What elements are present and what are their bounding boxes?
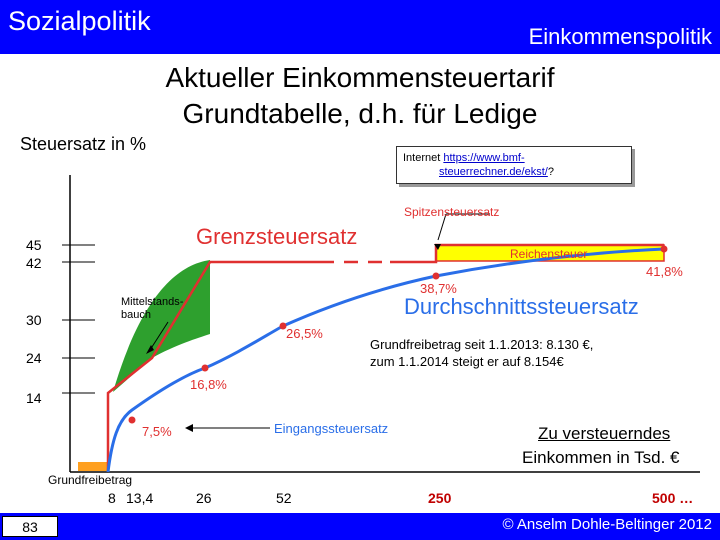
eingang-arrowhead (185, 424, 193, 432)
annotation-spitzensteuersatz: Spitzensteuersatz (404, 205, 500, 219)
internet-link-box: Internet https://www.bmf- steuerrechner.… (396, 146, 632, 184)
y-tick-24: 24 (26, 350, 42, 366)
annotation-mittelstandsbauch: Mittelstands- bauch (121, 296, 183, 322)
header-subtitle: Einkommenspolitik (528, 24, 712, 49)
point-label-7-5: 7,5% (142, 424, 172, 439)
annotation-bauch-line2: bauch (121, 309, 151, 321)
grundfreibetrag-note: Grundfreibetrag seit 1.1.2013: 8.130 €, … (370, 336, 593, 370)
point-label-26-5: 26,5% (286, 326, 323, 341)
point-41-8 (660, 245, 668, 253)
x-axis-label-line1: Zu versteuerndes (538, 424, 671, 443)
slide-title-line1: Aktueller Einkommensteuertarif (165, 62, 555, 93)
page-number: 83 (2, 516, 58, 537)
footer-bar: 83 © Anselm Dohle-Beltinger 2012 (0, 513, 720, 540)
grundfreibetrag-bar (78, 462, 108, 471)
point-label-16-8: 16,8% (190, 377, 227, 392)
x-tick-52: 52 (276, 490, 292, 506)
x-tick-26: 26 (196, 490, 212, 506)
bauch-arrowhead (146, 345, 154, 354)
point-16-8 (201, 364, 209, 372)
spitzen-arrowhead (434, 244, 441, 250)
x-tick-250: 250 (428, 490, 452, 506)
link-url-part2[interactable]: steuerrechner.de/ekst/ (439, 166, 548, 178)
header-title: Sozialpolitik (8, 6, 151, 36)
series-label-grenzsteuersatz: Grenzsteuersatz (196, 224, 358, 249)
link-prefix: Internet (403, 152, 444, 164)
spitzen-pointer (437, 213, 447, 241)
header-bar: Sozialpolitik Einkommenspolitik (0, 0, 720, 54)
point-26-5 (279, 322, 287, 330)
x-tick-13-4: 13,4 (126, 490, 154, 506)
point-label-41-8: 41,8% (646, 264, 683, 279)
note-line1: Grundfreibetrag seit 1.1.2013: 8.130 €, (370, 337, 594, 352)
bauch-pointer (149, 321, 169, 351)
y-tick-42: 42 (26, 255, 42, 271)
marginal-rate-top (390, 243, 664, 264)
y-tick-30: 30 (26, 312, 42, 328)
marginal-rate-line (106, 260, 320, 472)
x-tick-500: 500 … (652, 490, 694, 506)
y-tick-45: 45 (26, 237, 42, 253)
note-line2: zum 1.1.2014 steigt er auf 8.154€ (370, 354, 564, 369)
point-38-7 (432, 272, 440, 280)
link-url-part1[interactable]: https://www.bmf- (443, 152, 525, 164)
annotation-grundfreibetrag: Grundfreibetrag (48, 473, 133, 487)
x-axis-label-line2: Einkommen in Tsd. € (522, 448, 680, 467)
copyright: © Anselm Dohle-Beltinger 2012 (502, 516, 712, 533)
link-suffix: ? (547, 166, 554, 178)
annotation-bauch-line1: Mittelstands- (121, 296, 184, 308)
x-tick-8: 8 (108, 490, 116, 506)
mittelstandsbauch-area (113, 260, 210, 392)
y-axis-label: Steuersatz in % (20, 134, 147, 154)
slide-title-line2: Grundtabelle, d.h. für Ledige (182, 98, 538, 129)
point-7-5 (128, 416, 136, 424)
point-label-38-7: 38,7% (420, 281, 457, 296)
series-label-durchschnitt: Durchschnittssteuersatz (404, 294, 639, 319)
y-tick-14: 14 (26, 390, 42, 406)
annotation-reichensteuer: Reichensteuer (510, 247, 588, 261)
annotation-eingangssteuersatz: Eingangssteuersatz (274, 421, 389, 436)
